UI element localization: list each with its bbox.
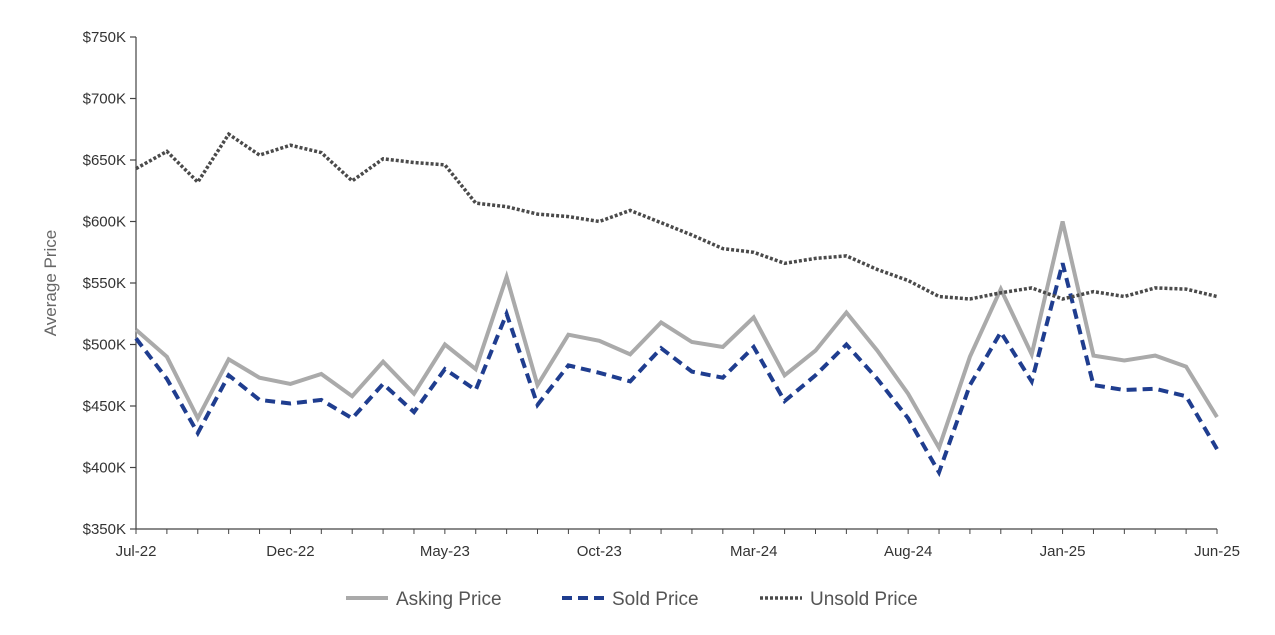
x-tick-label: Jul-22: [116, 543, 157, 560]
x-tick-label: Oct-23: [577, 543, 622, 560]
y-tick-label: $650K: [83, 152, 126, 169]
x-tick-label: Aug-24: [884, 543, 932, 560]
legend: Asking Price Sold Price Unsold Price: [346, 589, 918, 610]
legend-label-unsold-price: Unsold Price: [810, 589, 918, 610]
y-tick-label: $600K: [83, 214, 126, 231]
x-tick-label: May-23: [420, 543, 470, 560]
series-line-unsold-price: [135, 131, 1218, 301]
x-tick-label: Jan-25: [1040, 543, 1086, 560]
y-tick-label: $350K: [83, 521, 126, 538]
axes: $350K $400K $450K $500K $550K $600K $650K $700K…: [83, 29, 1240, 560]
y-tick-label: $750K: [83, 29, 126, 46]
x-tick-label: Mar-24: [730, 543, 778, 560]
y-tick-label: $450K: [83, 398, 126, 415]
y-tick-label: $400K: [83, 460, 126, 477]
y-tick-label: $700K: [83, 91, 126, 108]
y-axis-title: Average Price: [41, 230, 60, 336]
y-tick-label: $500K: [83, 337, 126, 354]
y-tick-label: $550K: [83, 275, 126, 292]
legend-label-sold-price: Sold Price: [612, 589, 699, 610]
series-layer: [134, 131, 1219, 478]
x-tick-label: Jun-25: [1194, 543, 1240, 560]
series-line-asking-price: [134, 221, 1219, 453]
x-tick-label: Dec-22: [266, 543, 314, 560]
series-line-sold-price: [134, 262, 1219, 478]
legend-label-asking-price: Asking Price: [396, 589, 502, 610]
